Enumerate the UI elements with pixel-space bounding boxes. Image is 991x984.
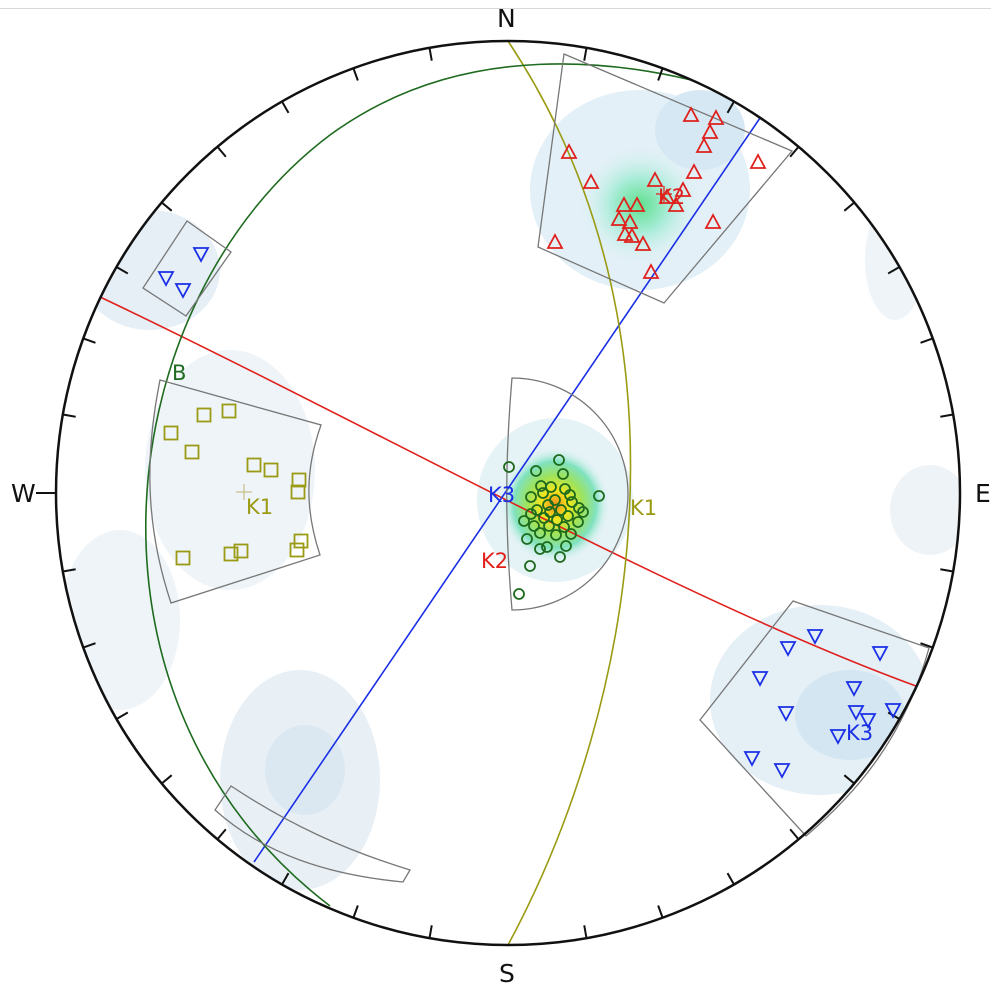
tick-mark <box>584 925 586 938</box>
south-label: S <box>499 959 515 984</box>
k1-circle-label: K1 <box>630 496 657 520</box>
east-label: E <box>975 479 991 508</box>
tick-mark <box>162 202 172 210</box>
tick-mark <box>430 925 432 938</box>
tick-mark <box>83 338 95 342</box>
tick-mark <box>790 829 798 839</box>
tick-mark <box>584 48 586 61</box>
tick-mark <box>353 906 357 918</box>
tick-mark <box>353 68 357 80</box>
b-circle-label: B <box>172 361 186 385</box>
tick-mark <box>844 202 854 210</box>
tick-mark <box>430 48 432 61</box>
tick-mark <box>728 873 735 884</box>
k1-window-label: K1 <box>246 495 273 519</box>
tick-mark <box>217 147 225 157</box>
tick-mark <box>217 829 225 839</box>
pole-marker <box>514 589 524 599</box>
tick-mark <box>117 713 128 720</box>
k3-circle-label: K3 <box>488 483 515 507</box>
k2-pole-label: K2 <box>658 185 685 209</box>
k3-pole-label: K3 <box>846 721 873 745</box>
tick-mark <box>921 338 933 342</box>
west-label: W <box>11 479 36 508</box>
pole-marker <box>751 155 765 168</box>
tick-mark <box>162 775 172 783</box>
tick-mark <box>940 415 953 417</box>
tick-mark <box>63 415 76 417</box>
tick-mark <box>282 102 289 113</box>
k2-circle-label: K2 <box>481 549 508 573</box>
north-label: N <box>497 4 516 33</box>
tick-mark <box>940 569 953 571</box>
tick-mark <box>658 906 662 918</box>
